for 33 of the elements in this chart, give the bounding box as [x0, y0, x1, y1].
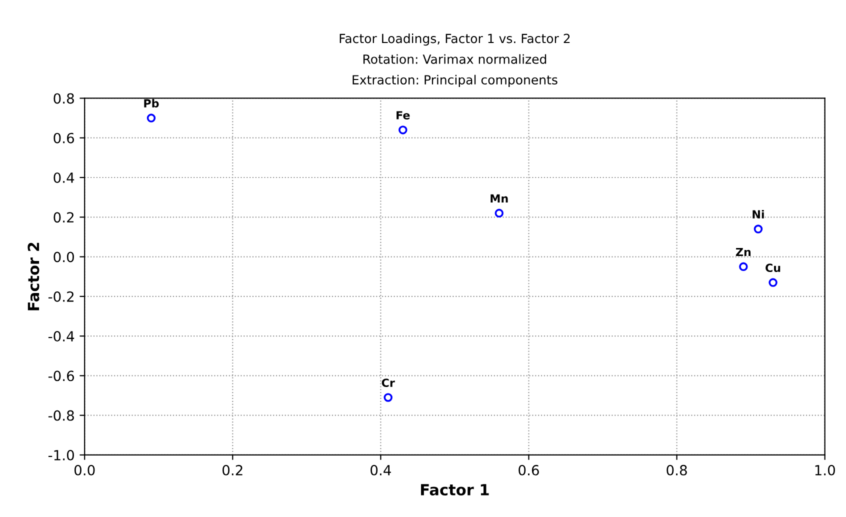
y-tick-label: 0.8	[54, 93, 74, 104]
point	[739, 262, 748, 272]
x-tick-label: 0.4	[370, 464, 391, 476]
point	[398, 126, 408, 134]
point	[384, 393, 392, 402]
x-tick-label: 1.0	[815, 464, 835, 476]
point	[494, 208, 504, 218]
y-axis-title: Factor 2	[28, 242, 40, 310]
annotation: Fe	[396, 111, 410, 120]
x-tick-label: 0.0	[74, 464, 95, 476]
x-tick-label: 0.6	[518, 464, 539, 476]
point	[146, 114, 156, 122]
annotation: Cu	[766, 264, 780, 272]
y-tick-label: -0.4	[48, 331, 74, 342]
y-tick-label: -0.2	[48, 291, 74, 302]
y-tick-label: 0.2	[54, 212, 74, 223]
annotation: Mn	[490, 194, 508, 203]
x-tick-label: 0.2	[222, 464, 242, 476]
point	[754, 224, 763, 234]
y-tick-label: -0.6	[48, 370, 74, 382]
point	[768, 278, 778, 287]
x-tick-label: 0.8	[666, 464, 687, 476]
y-tick-label: 0.6	[54, 132, 74, 144]
annotation: Zn	[736, 248, 751, 256]
y-tick-label: -1.0	[48, 450, 74, 460]
y-tick-label: 0.0	[54, 252, 74, 262]
annotation: Pb	[144, 98, 159, 108]
annotation: Cr	[382, 378, 395, 387]
y-tick-label: 0.4	[54, 172, 74, 183]
y-tick-label: -0.8	[48, 410, 74, 421]
chart-title: Factor Loadings, Factor 1 vs. Factor 2 Rotation: Varimax normalized Extraction: Principal components	[340, 34, 570, 87]
annotation: Ni	[752, 210, 764, 218]
x-axis-title: Factor 1	[421, 484, 489, 496]
